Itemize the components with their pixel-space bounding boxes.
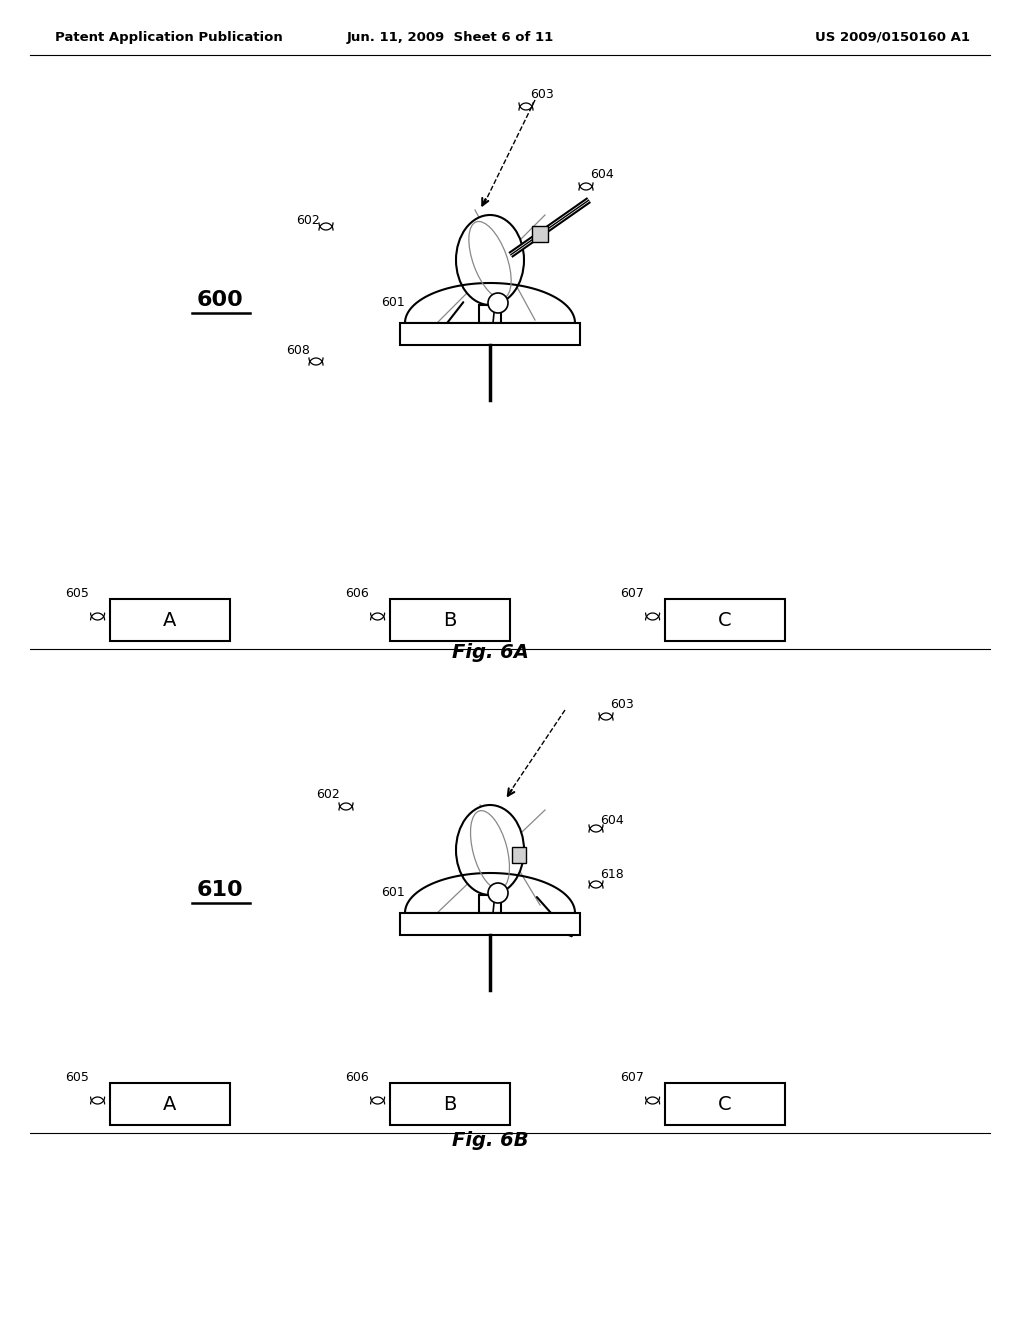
Text: B: B [443, 610, 457, 630]
Bar [390, 599, 510, 642]
Text: A: A [163, 1094, 177, 1114]
Text: C: C [718, 1094, 732, 1114]
Text: 603: 603 [610, 698, 634, 711]
Circle shape [488, 293, 508, 313]
Text: 601: 601 [381, 887, 406, 899]
Text: 604: 604 [590, 169, 613, 181]
Text: Patent Application Publication: Patent Application Publication [55, 30, 283, 44]
Bar [479, 305, 501, 323]
Bar [532, 226, 548, 242]
Bar [665, 1082, 785, 1125]
Text: 605: 605 [66, 1071, 89, 1084]
Bar [390, 1082, 510, 1125]
Polygon shape [406, 873, 575, 913]
Text: Fig. 6A: Fig. 6A [452, 643, 528, 661]
Polygon shape [406, 282, 575, 323]
Text: 606: 606 [345, 587, 369, 601]
Text: 605: 605 [66, 587, 89, 601]
Text: B: B [443, 1094, 457, 1114]
Text: 610: 610 [197, 880, 244, 900]
Bar [110, 1082, 230, 1125]
Text: 604: 604 [600, 813, 624, 826]
Bar [400, 323, 580, 345]
Ellipse shape [456, 805, 524, 895]
Text: Fig. 6B: Fig. 6B [452, 1130, 528, 1150]
Text: Jun. 11, 2009  Sheet 6 of 11: Jun. 11, 2009 Sheet 6 of 11 [346, 30, 554, 44]
Text: 618: 618 [600, 869, 624, 882]
Text: 607: 607 [621, 587, 644, 601]
Text: 602: 602 [296, 214, 319, 227]
Text: 603: 603 [530, 88, 554, 102]
Ellipse shape [456, 215, 524, 305]
Bar [665, 599, 785, 642]
Text: 606: 606 [345, 1071, 369, 1084]
Circle shape [488, 883, 508, 903]
Bar [400, 913, 580, 935]
Text: 608: 608 [286, 343, 310, 356]
Text: 600: 600 [197, 290, 244, 310]
Text: 607: 607 [621, 1071, 644, 1084]
Bar [110, 599, 230, 642]
Bar [512, 847, 526, 863]
Text: 601: 601 [381, 297, 406, 309]
Text: A: A [163, 610, 177, 630]
Text: US 2009/0150160 A1: US 2009/0150160 A1 [815, 30, 970, 44]
Text: C: C [718, 610, 732, 630]
Text: 602: 602 [316, 788, 340, 801]
Bar [479, 895, 501, 913]
